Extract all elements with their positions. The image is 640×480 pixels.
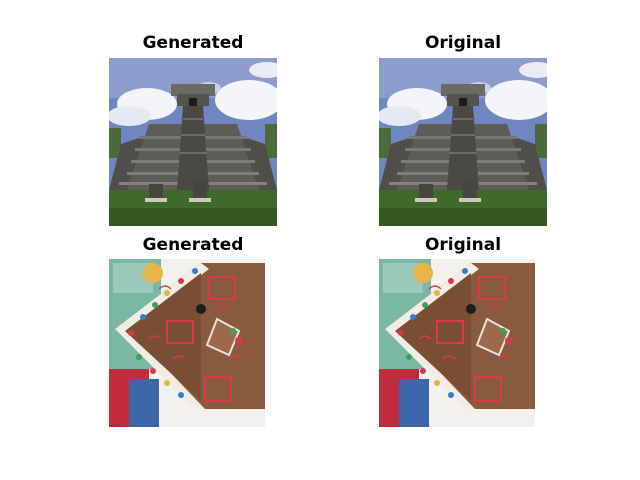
original-gingerbread-image bbox=[379, 259, 547, 427]
pyramid-temple-photo bbox=[109, 58, 277, 226]
panel-title: Generated bbox=[142, 235, 244, 255]
panel-title: Original bbox=[424, 33, 502, 53]
generated-pyramid-image bbox=[109, 58, 277, 226]
gingerbread-house-photo bbox=[109, 259, 277, 427]
gingerbread-house-photo bbox=[379, 259, 547, 427]
original-pyramid-image bbox=[379, 58, 547, 226]
pyramid-temple-photo bbox=[379, 58, 547, 226]
generated-gingerbread-image bbox=[109, 259, 277, 427]
panel-title: Original bbox=[424, 235, 502, 255]
panel-title: Generated bbox=[142, 33, 244, 53]
